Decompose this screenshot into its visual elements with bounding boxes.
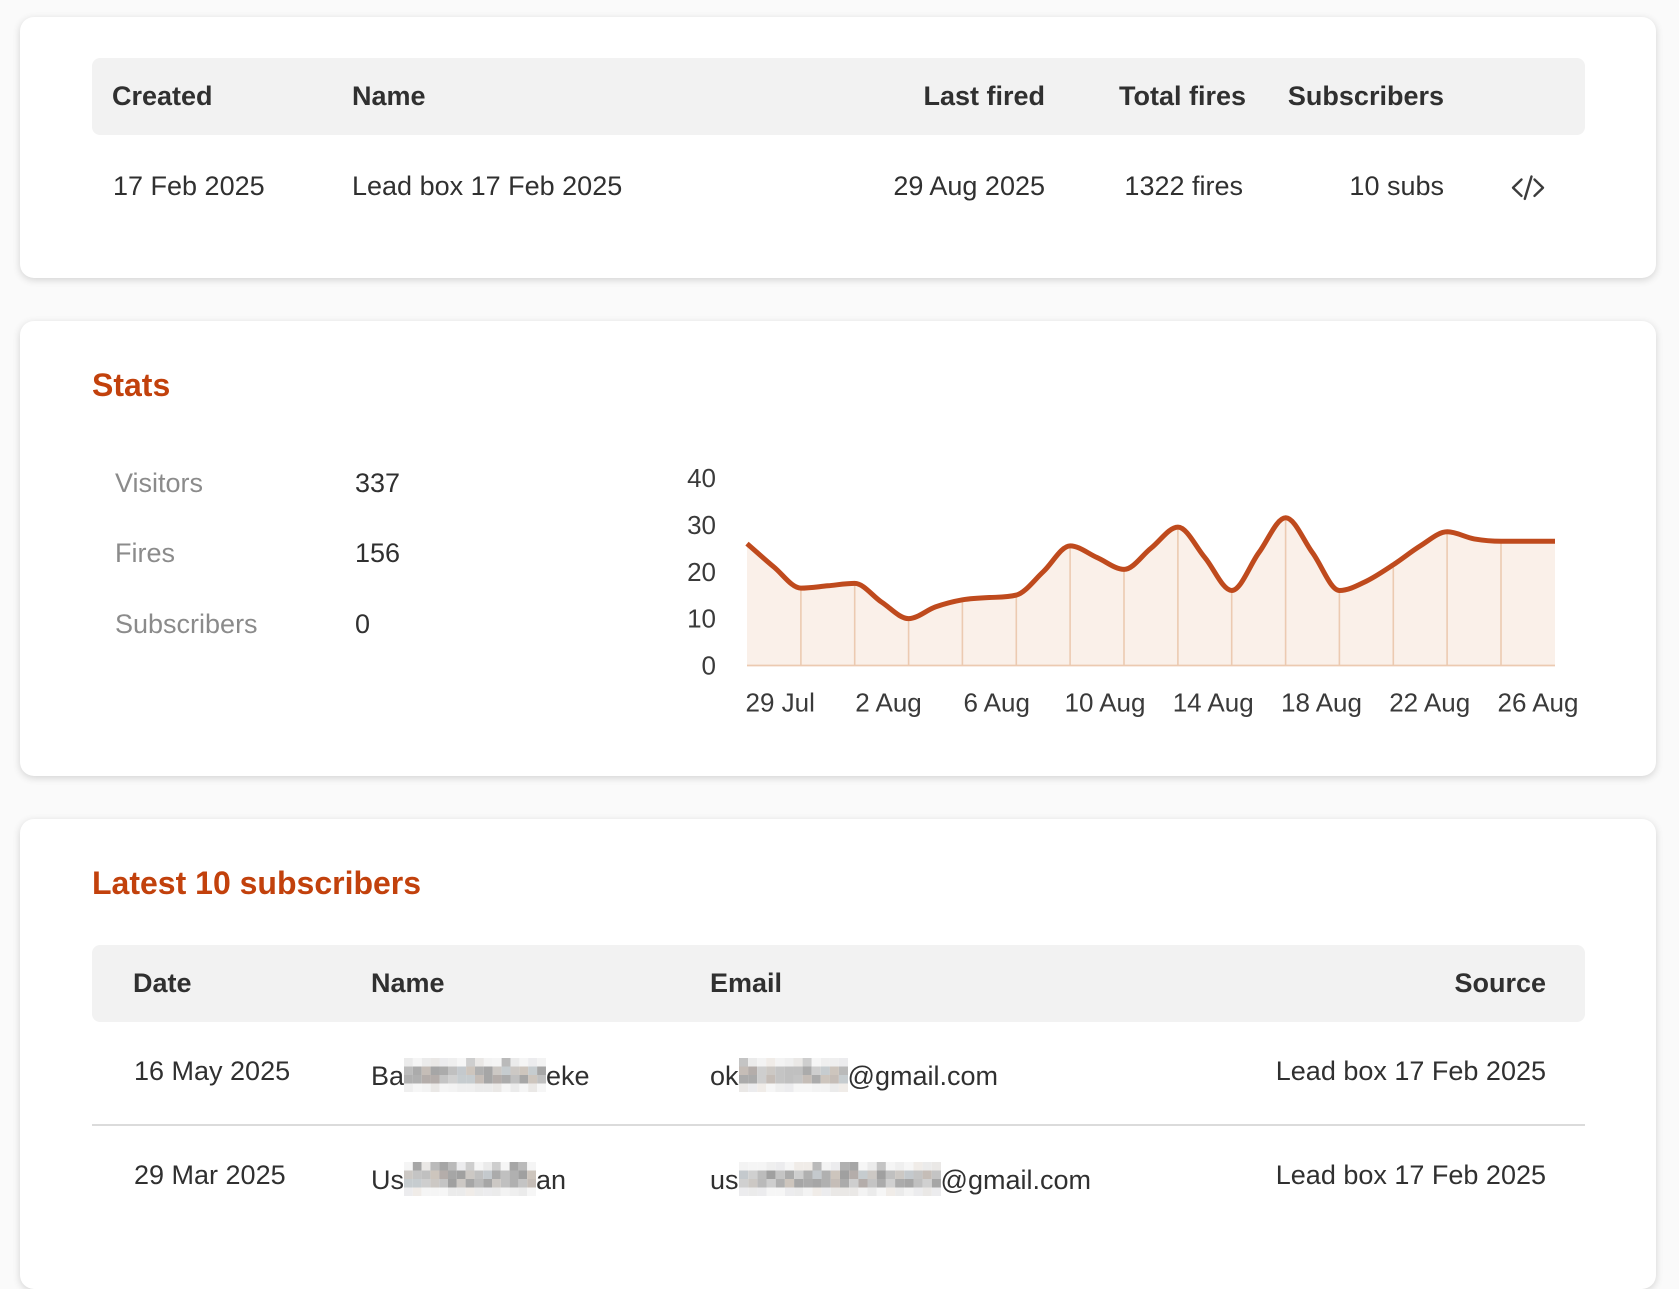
svg-text:26 Aug: 26 Aug [1498, 688, 1579, 718]
svg-text:10: 10 [687, 604, 716, 634]
svg-text:0: 0 [702, 651, 716, 681]
svg-text:14 Aug: 14 Aug [1173, 688, 1254, 718]
svg-text:40: 40 [687, 463, 716, 493]
svg-text:18 Aug: 18 Aug [1281, 688, 1362, 718]
svg-text:2 Aug: 2 Aug [855, 688, 922, 718]
svg-text:22 Aug: 22 Aug [1389, 688, 1470, 718]
svg-text:6 Aug: 6 Aug [963, 688, 1030, 718]
svg-text:20: 20 [687, 557, 716, 587]
svg-text:10 Aug: 10 Aug [1065, 688, 1146, 718]
svg-text:30: 30 [687, 510, 716, 540]
svg-text:29 Jul: 29 Jul [746, 688, 815, 718]
